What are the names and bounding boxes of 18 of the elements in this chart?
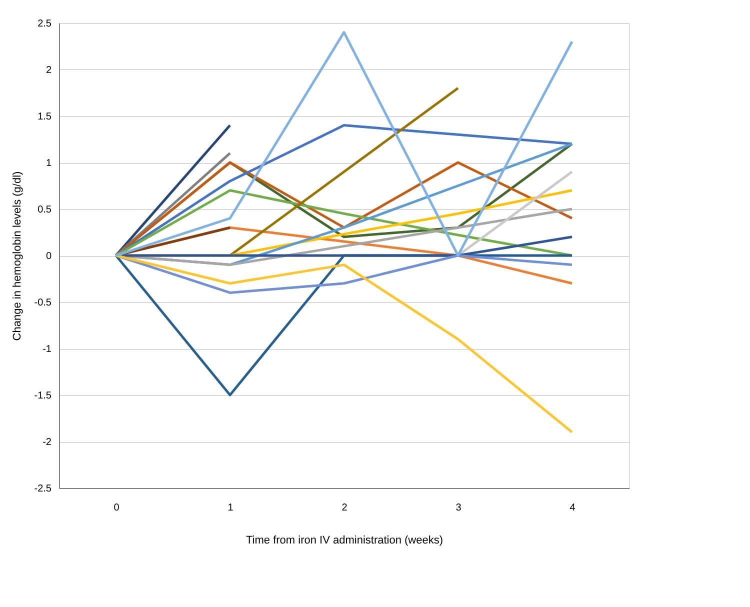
x-tick-label: 2 bbox=[342, 502, 348, 514]
y-tick-label: 1 bbox=[46, 158, 52, 169]
x-axis-title: Time from iron IV administration (weeks) bbox=[246, 534, 444, 546]
x-tick-label: 4 bbox=[570, 502, 576, 514]
y-tick-label: -2 bbox=[42, 437, 52, 448]
x-tick-label: 1 bbox=[228, 502, 234, 514]
y-tick-label: -2.5 bbox=[34, 484, 52, 494]
x-tick-label: 3 bbox=[456, 502, 462, 514]
y-tick-label: -0.5 bbox=[34, 298, 52, 308]
y-axis-title: Change in hemoglobin levels (g/dl) bbox=[11, 171, 24, 341]
x-tick-label: 0 bbox=[114, 502, 120, 514]
y-tick-label: 1.5 bbox=[38, 112, 52, 122]
y-tick-label: 0.5 bbox=[38, 204, 52, 216]
y-tick-label: 2.5 bbox=[38, 18, 52, 30]
y-tick-label: -1 bbox=[42, 344, 52, 355]
y-tick-label: 2 bbox=[46, 65, 52, 76]
y-tick-label: -1.5 bbox=[34, 390, 52, 402]
y-tick-label: 0 bbox=[46, 251, 52, 262]
